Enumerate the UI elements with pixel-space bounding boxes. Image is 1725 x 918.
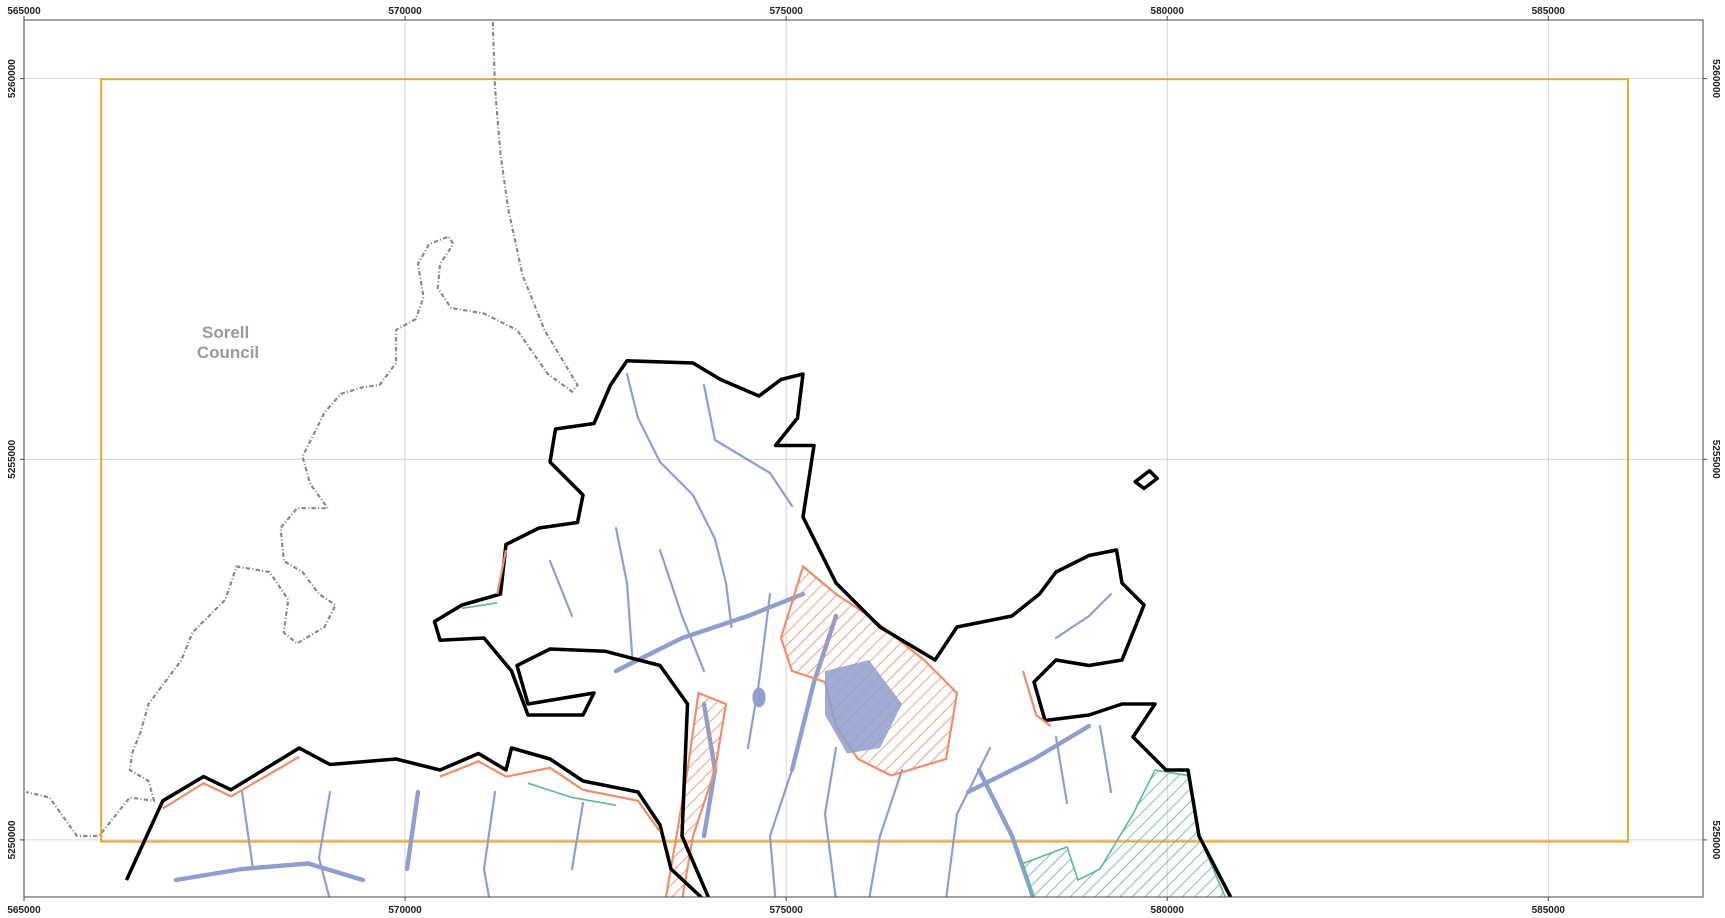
council-label-line: Sorell xyxy=(202,323,249,342)
council-label: Sorell Council xyxy=(197,323,259,362)
map: Sorell Council 5650005650005700005700005… xyxy=(0,0,1725,918)
coastline xyxy=(1135,471,1157,489)
council-label-line: Council xyxy=(197,343,259,362)
y-tick-label: 5250000 xyxy=(7,820,18,859)
y-tick-label: 5255000 xyxy=(7,439,18,478)
x-tick-label: 585000 xyxy=(1532,905,1566,916)
x-tick-label: 570000 xyxy=(388,905,422,916)
x-tick-label: 585000 xyxy=(1532,6,1566,17)
grid xyxy=(24,20,1703,897)
y-tick-label: 5260000 xyxy=(7,59,18,98)
y-tick-label: 5250000 xyxy=(1710,820,1721,859)
river xyxy=(242,374,1111,900)
y-tick-label: 5260000 xyxy=(1710,59,1721,98)
x-tick-label: 575000 xyxy=(769,905,803,916)
x-tick-label: 565000 xyxy=(7,6,41,17)
map-features: Sorell Council xyxy=(26,22,1628,900)
x-tick-label: 580000 xyxy=(1151,905,1185,916)
hatched-area xyxy=(1023,770,1227,900)
y-tick-label: 5255000 xyxy=(1710,440,1721,479)
x-tick-label: 570000 xyxy=(388,6,422,17)
x-tick-label: 580000 xyxy=(1151,6,1185,17)
council-boundary xyxy=(26,22,577,836)
x-tick-label: 565000 xyxy=(7,905,41,916)
tick-labels: 565000 565000 570000 570000 575000 575000 5800… xyxy=(7,6,1721,916)
x-tick-label: 575000 xyxy=(769,6,803,17)
map-frame xyxy=(24,20,1703,897)
